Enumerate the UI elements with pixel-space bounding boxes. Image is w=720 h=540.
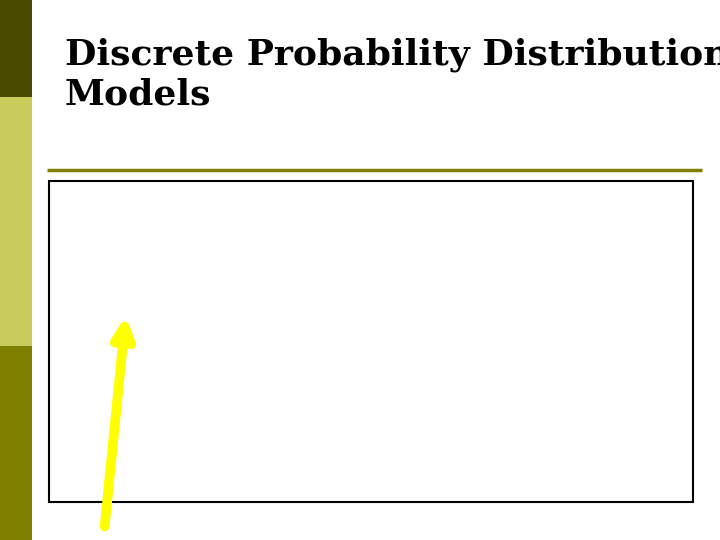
Text: Discrete Probability Distribution
Models: Discrete Probability Distribution Models: [65, 38, 720, 112]
Bar: [0, 0, 32, 97]
Bar: [49, 181, 693, 502]
Bar: [0, 346, 32, 540]
Bar: [0, 97, 32, 346]
